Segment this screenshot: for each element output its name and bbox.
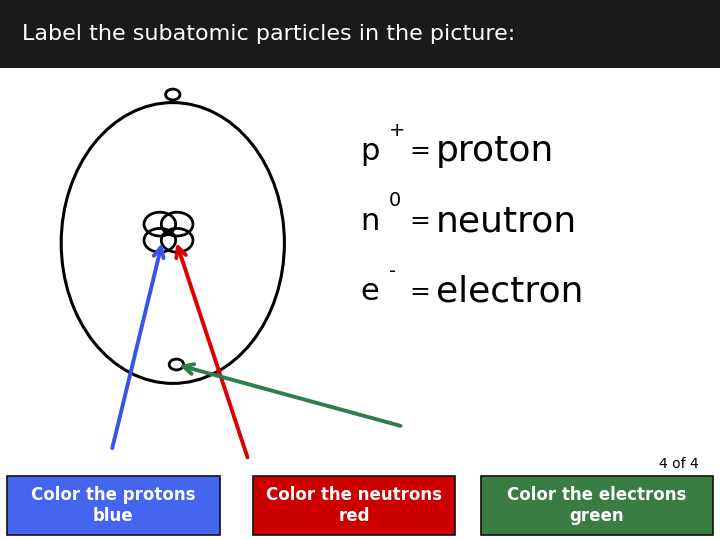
Text: 4 of 4: 4 of 4 [659,457,698,471]
Text: 0: 0 [389,191,401,211]
Bar [253,476,455,535]
Text: =: = [409,280,430,303]
Text: +: + [389,121,405,140]
Text: p: p [360,137,379,166]
Text: Color the protons
blue: Color the protons blue [31,486,196,525]
Text: Color the neutrons
red: Color the neutrons red [266,486,442,525]
Bar [481,476,713,535]
Text: neutron: neutron [436,205,577,238]
Text: n: n [360,207,379,236]
Text: Color the electrons
green: Color the electrons green [507,486,687,525]
Bar [7,476,220,535]
Text: -: - [389,261,396,281]
Text: proton: proton [436,134,554,168]
Text: electron: electron [436,275,583,308]
Text: e: e [360,277,379,306]
Text: =: = [409,210,430,233]
Bar [0,0,720,68]
Text: Label the subatomic particles in the picture:: Label the subatomic particles in the pic… [22,24,515,44]
Text: =: = [409,139,430,163]
